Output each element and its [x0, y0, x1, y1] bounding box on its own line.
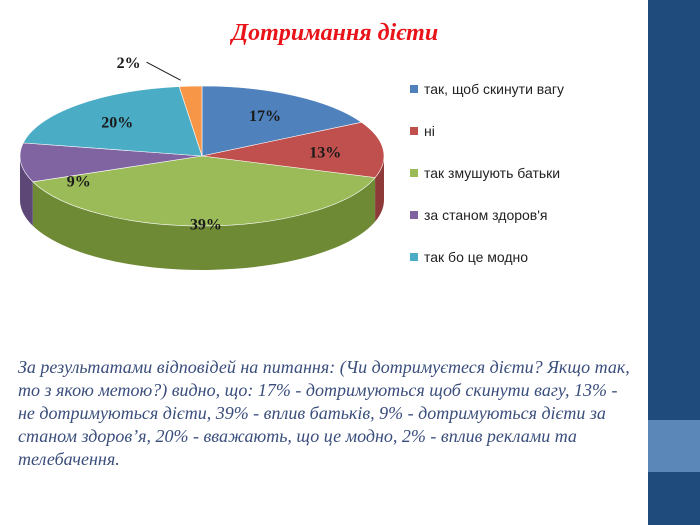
pie-slice-4: [22, 86, 203, 157]
legend-swatch-1: [410, 126, 418, 135]
pie-slice-5: [178, 85, 203, 157]
slide-description: За результатами відповідей на питання: (…: [18, 357, 630, 469]
pie-slice-side-3: [20, 156, 33, 226]
legend-item-3: за станом здоров'я: [410, 204, 645, 225]
pie-label-5: 2%: [117, 55, 141, 72]
legend-label-0: так, щоб скинути вагу: [424, 80, 564, 97]
legend-label-3: за станом здоров'я: [424, 206, 548, 223]
pie-slice-side-2: [32, 177, 376, 270]
legend-swatch-4: [410, 252, 418, 261]
legend-item-4: так бо це модно: [410, 246, 645, 267]
pie-slice-1: [201, 121, 385, 178]
pie-label-2: 39%: [190, 216, 222, 233]
pie-slice-0: [201, 85, 363, 157]
legend-label-2: так змушують батьки: [424, 164, 561, 181]
legend-swatch-0: [410, 84, 418, 93]
pie-chart: 17% 13% 39% 9% 20% 2%: [19, 55, 385, 270]
legend-swatch-3: [410, 210, 418, 219]
legend-item-2: так змушують батьки: [410, 162, 645, 183]
pie-label-1: 13%: [309, 145, 341, 162]
side-accent-block: [648, 420, 700, 472]
legend-label-1: ні: [424, 122, 435, 139]
chart-title: Дотримання дієти: [231, 20, 439, 46]
pie-label-4: 20%: [101, 114, 133, 131]
legend-swatch-2: [410, 168, 418, 177]
pie-label-0: 17%: [249, 108, 281, 125]
chart-legend: так, щоб скинути вагу ні так змушують бать…: [410, 78, 645, 288]
pie-slice-3: [19, 142, 203, 183]
pie-leader-line-5: [146, 61, 181, 81]
pie-slice-2: [32, 155, 376, 227]
legend-label-4: так бо це модно: [424, 248, 529, 265]
legend-item-1: ні: [410, 120, 645, 141]
pie-label-3: 9%: [67, 173, 91, 190]
legend-item-0: так, щоб скинути вагу: [410, 78, 645, 99]
pie-slice-side-1: [375, 156, 384, 222]
